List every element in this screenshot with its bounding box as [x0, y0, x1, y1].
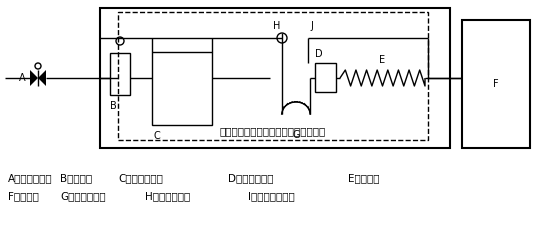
Bar: [100, 8, 450, 148]
Text: A　窒素ボンベ: A 窒素ボンベ: [8, 173, 52, 183]
Text: H: H: [273, 21, 280, 31]
Bar: [462, 20, 530, 148]
Text: J: J: [310, 21, 313, 31]
Text: I　バイパス流路: I バイパス流路: [248, 191, 295, 201]
Text: D: D: [315, 49, 322, 59]
Bar: [152, 52, 212, 125]
Bar: [110, 53, 130, 95]
Text: B　流量計: B 流量計: [60, 173, 92, 183]
Polygon shape: [30, 70, 38, 86]
Text: E　カラム: E カラム: [348, 173, 380, 183]
Text: D　試料導入部: D 試料導入部: [228, 173, 273, 183]
Text: G　試料濃縮管: G 試料濃縮管: [60, 191, 105, 201]
Text: F: F: [493, 79, 499, 89]
Polygon shape: [38, 70, 46, 86]
Text: B: B: [110, 101, 117, 111]
Bar: [315, 63, 336, 92]
Text: F　検出器: F 検出器: [8, 191, 39, 201]
Bar: [118, 12, 428, 140]
Text: H　三方コック: H 三方コック: [145, 191, 190, 201]
Text: G: G: [292, 130, 300, 140]
Text: ガスクロマトグラフ質量分析装置本体: ガスクロマトグラフ質量分析装置本体: [220, 126, 326, 136]
Text: A: A: [19, 73, 25, 83]
Text: C　流量調整弁: C 流量調整弁: [118, 173, 163, 183]
Text: E: E: [379, 55, 385, 65]
Text: C: C: [154, 131, 161, 141]
